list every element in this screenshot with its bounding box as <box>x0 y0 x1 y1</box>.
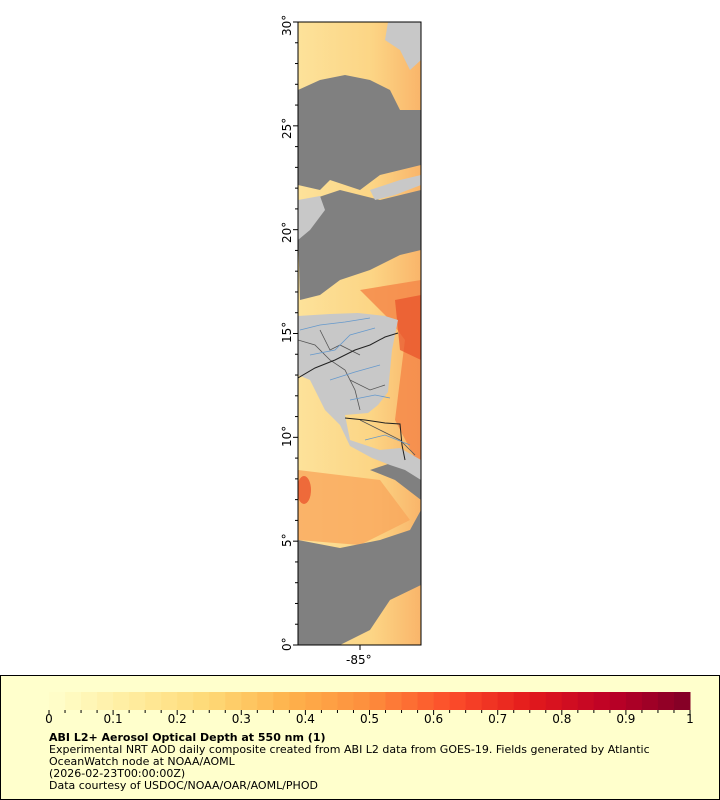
high-aod-region <box>298 476 311 504</box>
lat-label: 5° <box>280 533 294 547</box>
moderate-aod-region <box>298 470 410 545</box>
colorbar <box>48 692 691 715</box>
lat-label: 15° <box>280 321 294 343</box>
no-data-region <box>298 190 421 300</box>
lat-label: 0° <box>280 637 294 651</box>
colorbar-swatch <box>161 692 178 710</box>
colorbar-swatch <box>497 692 515 710</box>
colorbar-swatch <box>385 692 403 710</box>
land-cuba <box>370 175 421 200</box>
colorbar-label: 0.7 <box>488 712 508 726</box>
colorbar-swatch <box>609 692 627 710</box>
lon-label: -85° <box>346 653 372 667</box>
legend-description: Experimental NRT AOD daily composite cre… <box>49 743 650 756</box>
colorbar-swatch <box>481 692 499 710</box>
no-data-region <box>298 75 421 190</box>
lat-label: 25° <box>280 117 294 139</box>
border-line <box>344 417 406 461</box>
colorbar-swatch <box>433 692 451 710</box>
colorbar-swatch <box>577 692 595 710</box>
colorbar-label: 0.3 <box>231 712 251 726</box>
colorbar-label: 1 <box>686 712 694 726</box>
colorbar-swatch <box>593 692 611 710</box>
lat-label: 10° <box>280 425 294 447</box>
colorbar-swatch <box>193 692 210 710</box>
colorbar-swatch <box>49 692 66 710</box>
colorbar-swatch <box>289 692 306 710</box>
colorbar-swatch <box>369 692 387 710</box>
colorbar-swatch <box>321 692 338 710</box>
colorbar-label: 0.4 <box>295 712 315 726</box>
colorbar-label: 0.8 <box>552 712 572 726</box>
colorbar-swatch <box>449 692 467 710</box>
border-line <box>298 332 399 379</box>
colorbar-swatch <box>113 692 130 710</box>
legend-credit: Data courtesy of USDOC/NOAA/OAR/AOML/PHO… <box>49 779 318 792</box>
colorbar-label: 0.6 <box>424 712 444 726</box>
colorbar-label: 0 <box>45 712 53 726</box>
land-yucatan <box>298 196 325 240</box>
high-aod-region <box>395 295 421 360</box>
colorbar-swatch <box>673 692 691 710</box>
country-borders <box>298 329 416 456</box>
colorbar-swatch <box>401 692 419 710</box>
lat-label: 20° <box>280 221 294 243</box>
colorbar-swatch <box>305 692 322 710</box>
no-data-region <box>298 510 421 645</box>
colorbar-swatch <box>353 692 370 710</box>
colorbar-label: 0.2 <box>167 712 187 726</box>
colorbar-swatch <box>145 692 162 710</box>
colorbar-swatch <box>97 692 114 710</box>
colorbar-swatch <box>641 692 659 710</box>
colorbar-swatch <box>465 692 483 710</box>
legend-description-2: OceanWatch node at NOAA/AOML <box>49 755 235 768</box>
legend-title: ABI L2+ Aerosol Optical Depth at 550 nm … <box>49 731 326 744</box>
colorbar-swatch <box>625 692 643 710</box>
legend-panel: 0 0.1 0.2 0.3 0.4 0.5 0.6 0.7 0.8 0.9 1 ABI L2+ Ae… <box>0 675 720 800</box>
colorbar-swatch <box>417 692 435 710</box>
colorbar-swatch <box>257 692 274 710</box>
land-florida <box>385 22 421 70</box>
colorbar-swatch <box>129 692 146 710</box>
colorbar-swatch <box>65 692 82 710</box>
rivers <box>299 317 411 446</box>
colorbar-swatch <box>273 692 290 710</box>
colorbar-swatch <box>545 692 563 710</box>
aod-map <box>293 21 422 650</box>
colorbar-swatch <box>225 692 242 710</box>
colorbar-swatch <box>209 692 226 710</box>
colorbar-label: 0.1 <box>103 712 123 726</box>
colorbar-label: 0.5 <box>359 712 380 726</box>
colorbar-swatch <box>177 692 194 710</box>
lat-ticks <box>293 21 298 646</box>
colorbar-swatch <box>657 692 675 710</box>
colorbar-swatch <box>561 692 579 710</box>
colorbar-swatch <box>81 692 98 710</box>
colorbar-swatch <box>513 692 531 710</box>
colorbar-label: 0.9 <box>616 712 636 726</box>
land-central-america <box>298 313 421 480</box>
lat-label: 30° <box>280 14 294 36</box>
colorbar-swatch <box>529 692 547 710</box>
colorbar-swatch <box>337 692 354 710</box>
colorbar-swatch <box>241 692 258 710</box>
legend-date: (2026-02-23T00:00:00Z) <box>49 767 186 780</box>
